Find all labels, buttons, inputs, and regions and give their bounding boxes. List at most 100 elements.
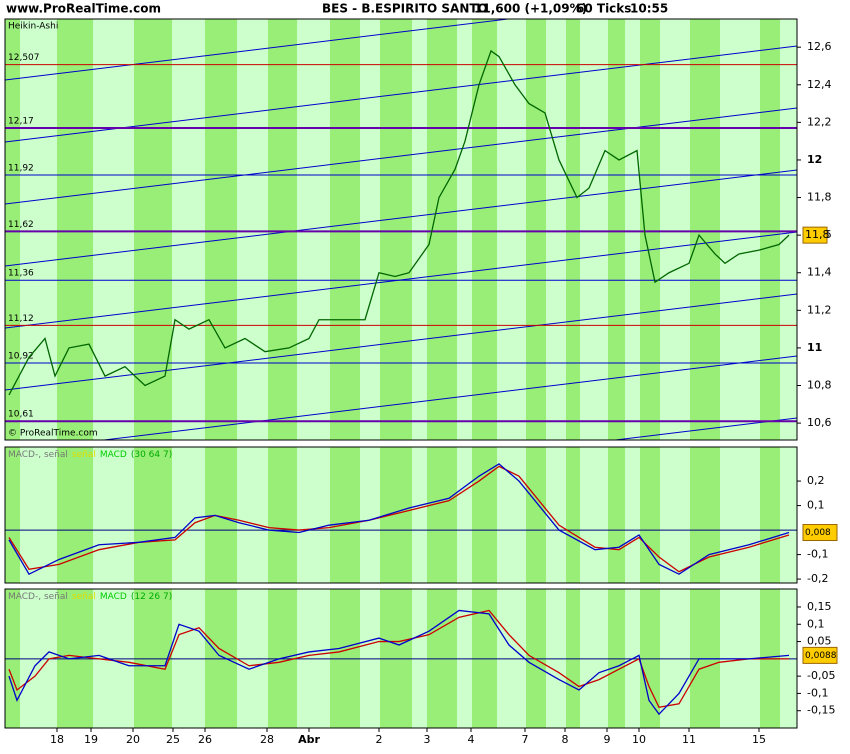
y-tick-label: 11,2 [807, 303, 832, 316]
title-text: MACD-, señal [8, 450, 68, 460]
x-tick-label: Abr [298, 733, 320, 746]
day-band [497, 19, 526, 440]
watermark: © ProRealTime.com [8, 429, 98, 439]
y-tick-label: 0,05 [807, 635, 832, 648]
day-band [134, 19, 172, 440]
x-tick-label: 3 [424, 733, 431, 746]
x-tick-label: 2 [376, 733, 383, 746]
day-band [526, 447, 546, 583]
day-band [780, 447, 797, 583]
y-tick-label: 10,8 [807, 378, 832, 391]
title-text: MACD-, señal [8, 592, 68, 602]
y-tick-label: 0,1 [807, 617, 825, 630]
level-label: 11,12 [8, 314, 34, 324]
x-tick-label: 18 [50, 733, 64, 746]
level-label: 10,61 [8, 410, 34, 420]
day-band [20, 447, 57, 583]
channel-line [5, 19, 513, 81]
level-label: 11,92 [8, 163, 34, 173]
panel-border [4, 588, 798, 729]
y-tick-label: -0,1 [807, 548, 828, 561]
params: (12 26 7) [131, 592, 172, 602]
day-band [237, 19, 268, 440]
day-band [360, 19, 380, 440]
series-line [8, 609, 790, 716]
day-band [427, 447, 457, 583]
day-band [205, 19, 237, 440]
y-tick-label: 0,15 [807, 600, 832, 613]
last-value: 0,008 [805, 528, 831, 538]
x-tick-label: 28 [260, 733, 274, 746]
y-tick-label: 12 [807, 153, 822, 166]
day-band [546, 19, 566, 440]
y-tick-label: 10,6 [807, 416, 832, 429]
day-band [640, 447, 660, 583]
x-tick-label: 10 [632, 733, 646, 746]
series-line [8, 465, 790, 573]
day-band [297, 447, 330, 583]
day-band [57, 19, 93, 440]
channel-line [5, 293, 797, 391]
channel-line [611, 417, 797, 440]
channel-line [99, 355, 797, 440]
x-tick-label: 11 [682, 733, 696, 746]
day-band [380, 19, 412, 440]
day-band [5, 447, 20, 583]
series-line [8, 49, 790, 396]
day-band [360, 447, 380, 583]
last-value: 0,0088 [805, 651, 837, 661]
day-band [760, 447, 780, 583]
day-band [546, 447, 566, 583]
day-band [412, 447, 427, 583]
legend-entry: MACD [100, 592, 127, 602]
channel-line [5, 169, 797, 267]
x-tick-label: 26 [198, 733, 212, 746]
day-band [690, 447, 720, 583]
panel [5, 589, 797, 728]
y-tick-label: 12,6 [807, 40, 832, 53]
x-tick-label: 8 [562, 733, 569, 746]
y-tick-label: 12,2 [807, 115, 832, 128]
day-band [720, 19, 760, 440]
day-band [457, 447, 472, 583]
y-tick-label: -0,1 [807, 686, 828, 699]
y-tick-label: 0,1 [807, 499, 825, 512]
day-band [497, 447, 526, 583]
last-value-box [802, 226, 828, 244]
day-band [172, 19, 205, 440]
day-band [330, 19, 360, 440]
channel-line [5, 45, 797, 143]
legend-entry: señal [72, 592, 96, 602]
y-tick-label: -0,05 [807, 669, 835, 682]
level-label: 11,36 [8, 269, 34, 279]
legend-entry: señal [72, 450, 96, 460]
day-band [268, 19, 297, 440]
x-tick-label: 25 [166, 733, 180, 746]
day-band [5, 19, 20, 440]
day-band [268, 447, 297, 583]
day-band [660, 447, 690, 583]
series-line [8, 463, 790, 576]
day-band [237, 447, 268, 583]
y-tick-label: 11 [807, 341, 822, 354]
y-tick-label: 12,4 [807, 78, 832, 91]
day-band [608, 447, 625, 583]
quote: 11,600 (+1,09%) [474, 2, 587, 16]
day-band [205, 447, 237, 583]
level-label: 12,507 [8, 53, 40, 63]
x-tick-label: 20 [126, 733, 140, 746]
x-tick-label: 15 [752, 733, 766, 746]
day-band [472, 447, 497, 583]
day-band [457, 19, 472, 440]
x-tick-label: 4 [468, 733, 475, 746]
day-band [640, 19, 660, 440]
y-tick-label: 0,2 [807, 474, 825, 487]
x-tick-label: 7 [522, 733, 529, 746]
day-band [172, 447, 205, 583]
level-label: 11,62 [8, 220, 34, 230]
panel: 12,507 12,17 11,92 11,62 11,36 11,12 10,92 10,6… [5, 19, 797, 440]
interval: 60 Ticks [576, 2, 631, 16]
panel [5, 447, 797, 583]
legend-entry: MACD [100, 450, 127, 460]
